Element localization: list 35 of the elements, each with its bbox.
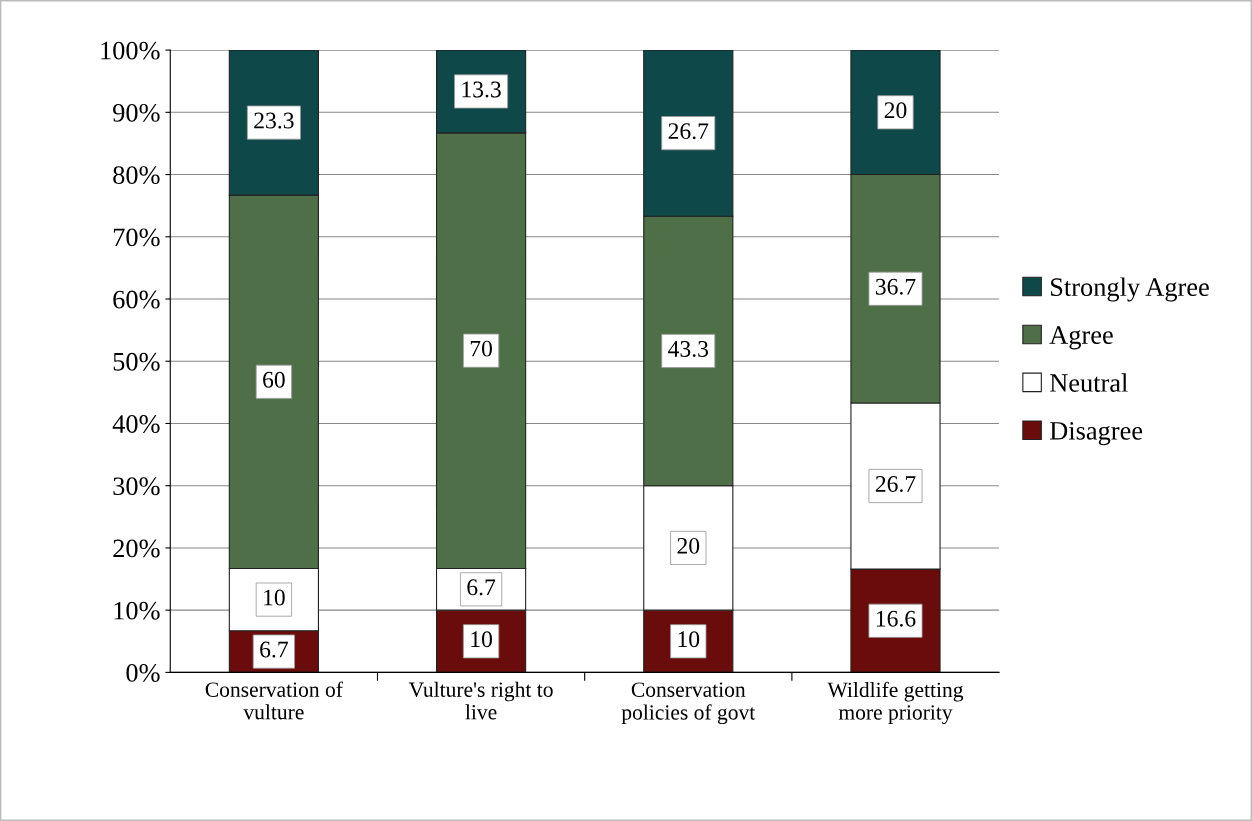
y-tick-label: 70% bbox=[113, 228, 160, 247]
data-label: 43.3 bbox=[668, 341, 709, 357]
data-label: 13.3 bbox=[462, 81, 501, 98]
data-label: 20 bbox=[884, 102, 907, 119]
data-label: 10 bbox=[678, 631, 700, 648]
data-label: 10 bbox=[471, 631, 492, 648]
y-tick-label: 90% bbox=[113, 103, 160, 122]
data-label: 36.7 bbox=[875, 278, 916, 295]
legend-label: Disagree bbox=[1049, 421, 1143, 446]
y-tick-label: 80% bbox=[113, 166, 160, 185]
data-label: 60 bbox=[263, 371, 285, 388]
y-tick-label: 100% bbox=[101, 41, 160, 60]
legend-label: Strongly Agree bbox=[1051, 277, 1209, 302]
x-tick-label: Wildlife getting more priority bbox=[827, 681, 964, 725]
data-label: 70 bbox=[470, 340, 492, 357]
x-tick-label: Conservation policies of govt bbox=[621, 682, 756, 725]
legend-label: Agree bbox=[1049, 326, 1113, 350]
y-tick-label: 20% bbox=[113, 539, 160, 558]
y-tick-label: 30% bbox=[113, 477, 160, 496]
data-label: 6.7 bbox=[260, 641, 288, 658]
y-tick-label: 50% bbox=[113, 352, 160, 371]
data-label: 23.3 bbox=[254, 112, 294, 129]
data-label: 10 bbox=[264, 589, 285, 606]
data-label: 26.7 bbox=[668, 123, 709, 140]
y-tick-label: 10% bbox=[114, 601, 160, 620]
data-label: 26.7 bbox=[875, 476, 916, 493]
data-label: 6.7 bbox=[467, 579, 496, 596]
legend-label: Neutral bbox=[1049, 373, 1128, 392]
data-label: 16.6 bbox=[876, 610, 916, 627]
data-label: 20 bbox=[677, 537, 700, 554]
y-tick-label: 0% bbox=[126, 664, 160, 682]
y-tick-label: 60% bbox=[113, 290, 160, 309]
y-tick-label: 40% bbox=[112, 415, 160, 433]
x-tick-label: Conservation of vulture bbox=[205, 681, 343, 720]
x-tick-label: Vulture's right to live bbox=[408, 681, 553, 720]
